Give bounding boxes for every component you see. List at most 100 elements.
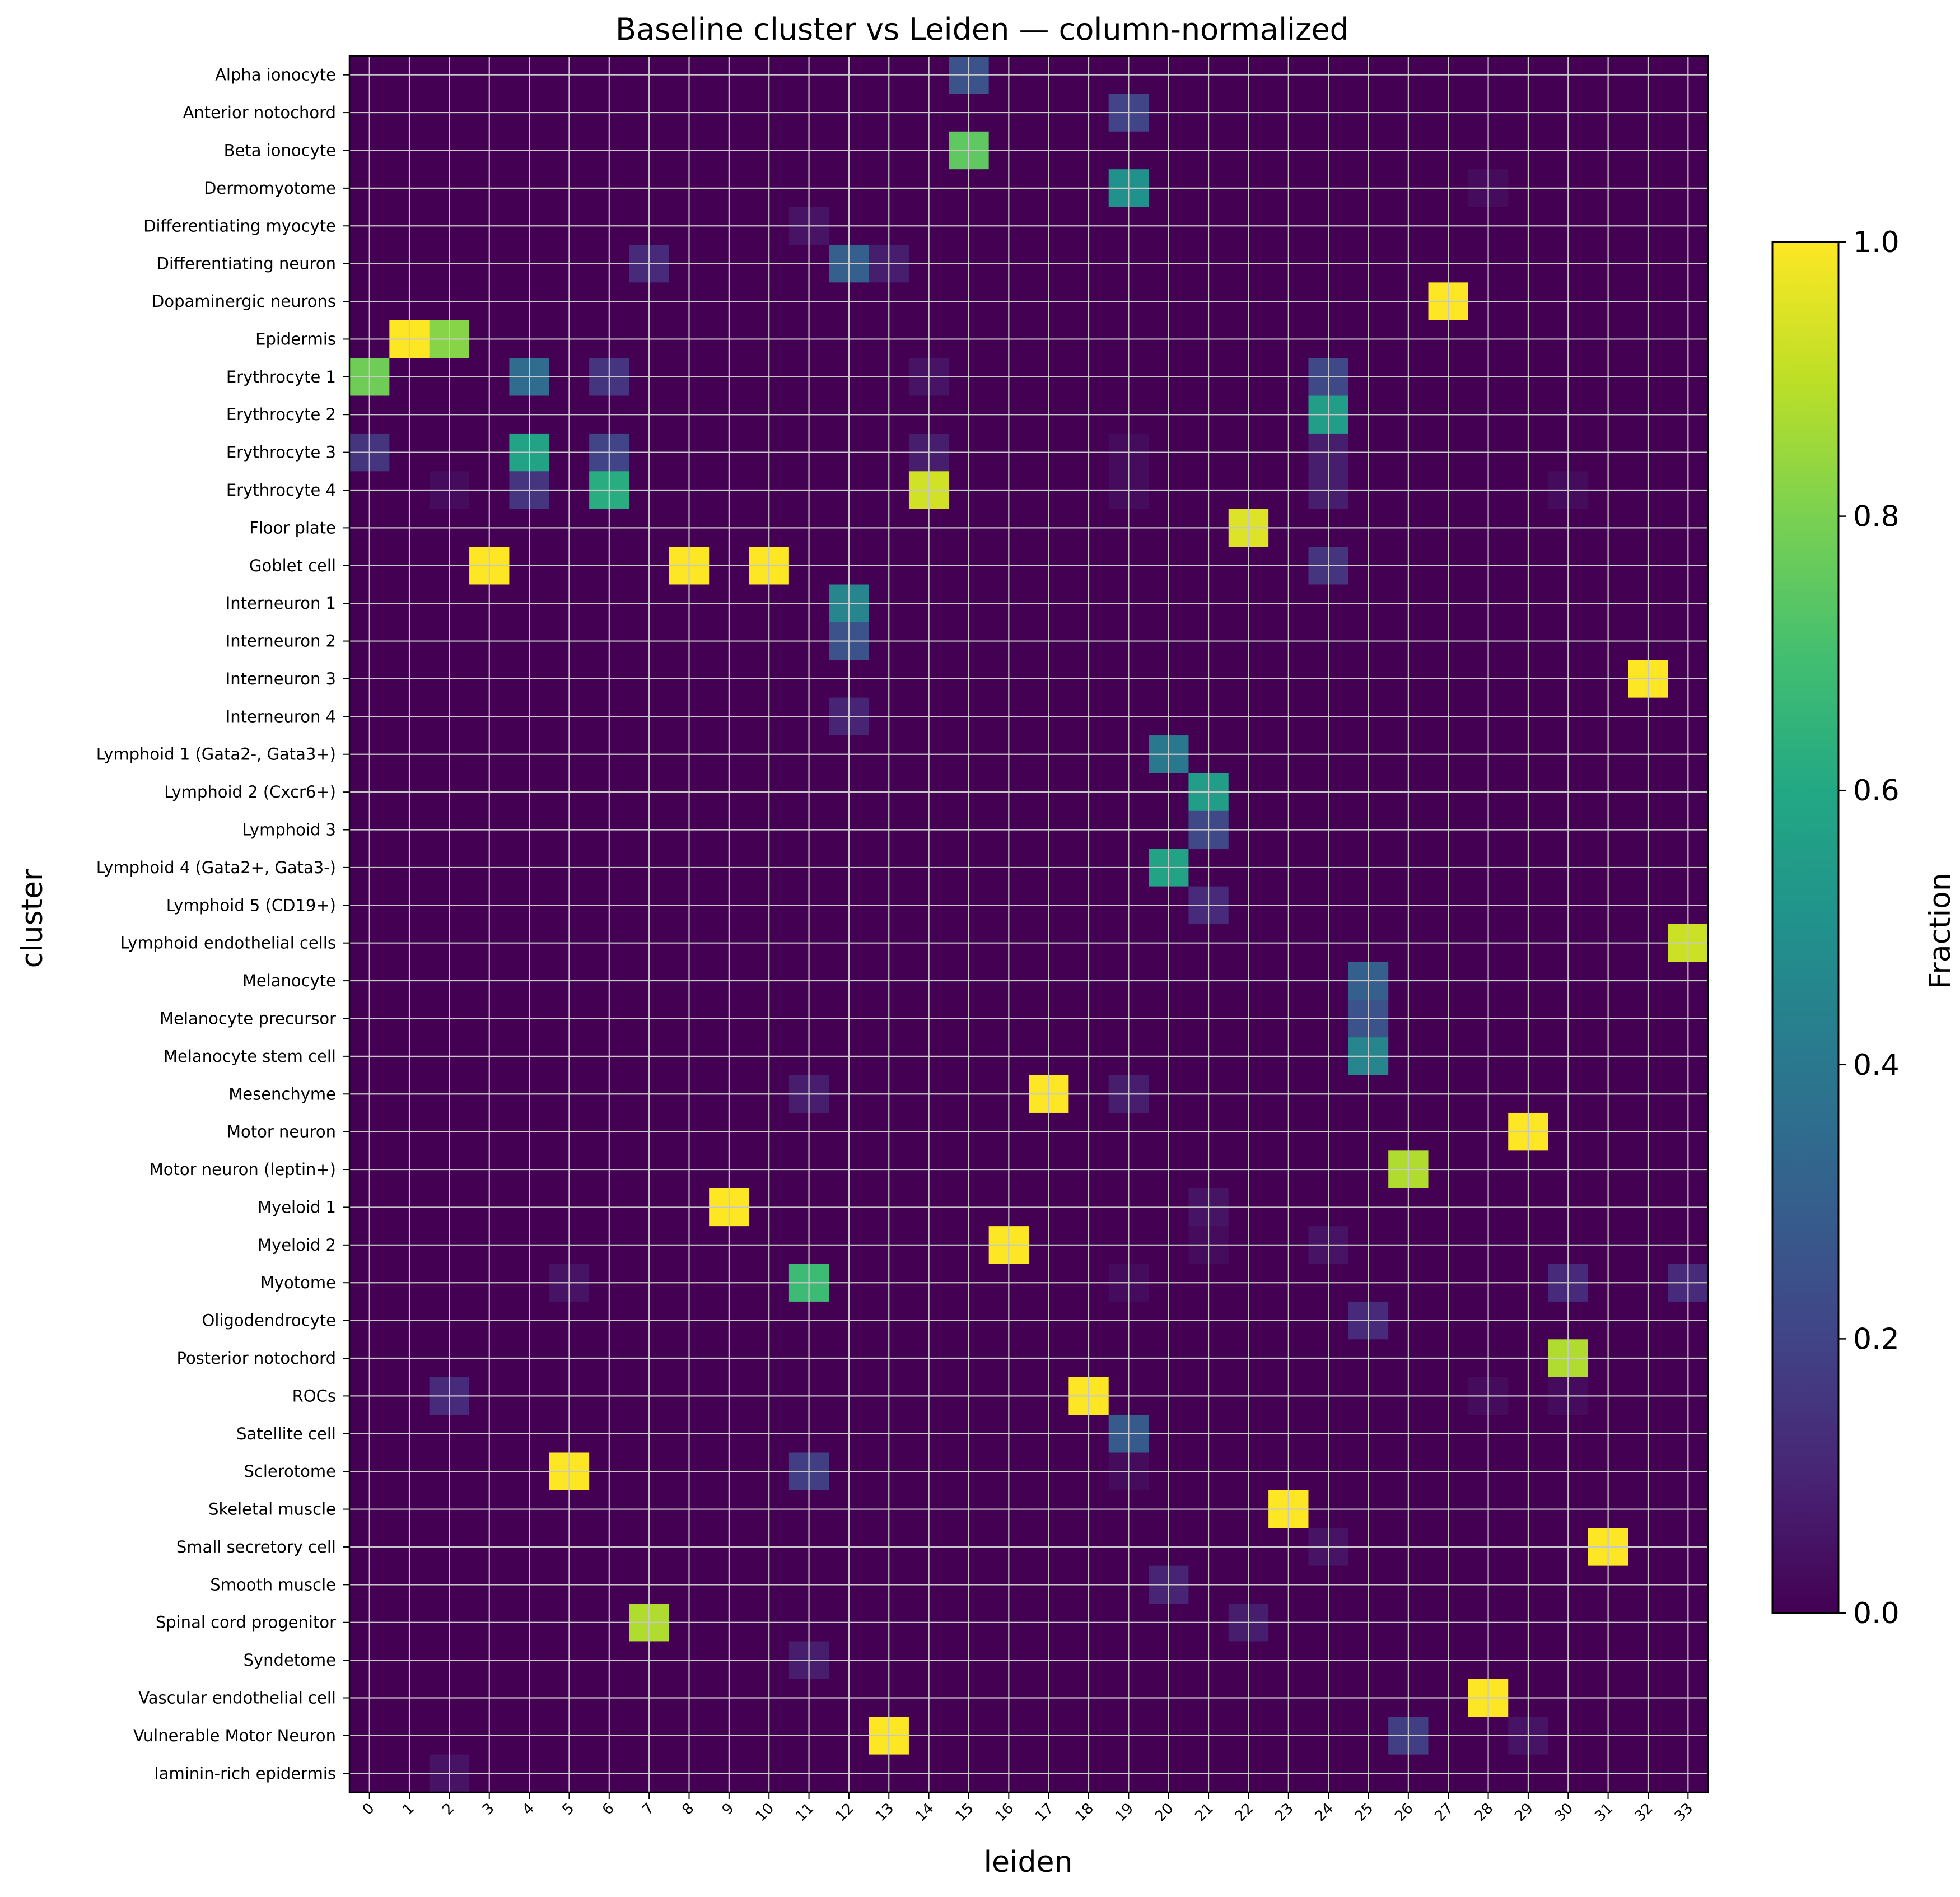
y-tick-label: Vascular endothelial cell (138, 1689, 336, 1708)
colorbar-tick-label: 0.2 (1853, 1322, 1900, 1356)
x-tick-label: 26 (1392, 1800, 1417, 1825)
y-tick-label: Floor plate (249, 518, 336, 537)
y-tick-label: Satellite cell (236, 1424, 336, 1443)
y-tick-label: Dermomyotome (204, 179, 336, 198)
x-tick-label: 19 (1112, 1800, 1137, 1825)
colorbar-frame (1771, 241, 1840, 1614)
x-tick-label: 30 (1552, 1800, 1577, 1825)
y-tick-label: ROCs (292, 1386, 336, 1405)
colorbar-gradient (1772, 242, 1838, 1613)
y-tick-label: Dopaminergic neurons (152, 292, 336, 311)
y-tick-label: Melanocyte stem cell (164, 1047, 336, 1066)
y-tick-label: Erythrocyte 1 (226, 367, 336, 386)
y-tick-label: Syndetome (244, 1651, 336, 1670)
heatmap-cells (349, 56, 1709, 1793)
x-tick-label: 4 (519, 1800, 538, 1819)
x-tick-label: 8 (679, 1800, 698, 1819)
y-tick-label: Vulnerable Motor Neuron (133, 1726, 336, 1745)
x-axis-label: leiden (984, 1845, 1073, 1879)
colorbar-tick-label: 1.0 (1853, 226, 1900, 259)
x-tick-label: 0 (360, 1800, 378, 1819)
x-tick-label: 5 (559, 1800, 577, 1819)
x-tick-label: 7 (639, 1800, 657, 1819)
y-tick-label: Myeloid 1 (258, 1197, 336, 1216)
y-tick-label: Erythrocyte 3 (226, 443, 336, 462)
y-tick-label: Erythrocyte 2 (226, 405, 336, 424)
y-axis-label: cluster (16, 869, 49, 968)
x-tick-label: 9 (719, 1800, 738, 1819)
y-tick-label: Motor neuron (leptin+) (150, 1160, 336, 1179)
y-tick-label: Interneuron 4 (226, 707, 336, 726)
x-tick-label: 21 (1192, 1800, 1217, 1825)
x-tick-label: 24 (1312, 1800, 1337, 1825)
x-tick-label: 13 (872, 1800, 898, 1825)
colorbar-tick-label: 0.6 (1853, 774, 1900, 808)
colorbar: 0.0 0.2 0.4 0.6 0.8 1.0 Fraction (1771, 226, 1957, 1630)
y-tick-label: Myotome (260, 1273, 336, 1292)
y-tick-label: Lymphoid 4 (Gata2+, Gata3-) (96, 858, 336, 877)
y-tick-label: Goblet cell (249, 556, 336, 575)
y-tick-label: Lymphoid 1 (Gata2-, Gata3+) (96, 745, 336, 764)
y-tick-label: Lymphoid endothelial cells (120, 934, 336, 953)
x-tick-label: 25 (1352, 1800, 1377, 1825)
y-tick-label: Oligodendrocyte (202, 1311, 336, 1330)
heatmap-grid (349, 56, 1708, 1792)
x-tick-label: 27 (1432, 1800, 1457, 1825)
y-tick-label: Interneuron 2 (226, 632, 336, 651)
y-tick-label: Motor neuron (227, 1122, 336, 1141)
x-axis-ticks: 0 1 2 3 4 5 6 7 8 9 10 11 12 13 14 15 16 17 18 19 20 21 22 23 24… (360, 1792, 1697, 1825)
x-tick-label: 31 (1592, 1800, 1617, 1825)
x-tick-label: 29 (1511, 1800, 1537, 1825)
y-tick-label: Sclerotome (244, 1462, 336, 1481)
y-tick-label: Lymphoid 2 (Cxcr6+) (164, 782, 336, 801)
y-tick-label: Epidermis (255, 329, 336, 348)
x-tick-label: 1 (399, 1800, 418, 1819)
y-tick-label: Mesenchyme (228, 1084, 336, 1103)
x-tick-label: 33 (1672, 1800, 1697, 1825)
x-tick-label: 15 (952, 1800, 977, 1825)
x-tick-label: 16 (992, 1800, 1018, 1825)
y-tick-label: Spinal cord progenitor (156, 1613, 336, 1632)
y-tick-label: Interneuron 3 (226, 669, 336, 688)
y-tick-label: Myeloid 2 (258, 1236, 336, 1255)
y-tick-label: Beta ionocyte (224, 141, 336, 160)
chart-title: Baseline cluster vs Leiden — column-norm… (615, 12, 1349, 47)
x-tick-label: 20 (1152, 1800, 1177, 1825)
y-tick-label: Differentiating myocyte (143, 216, 336, 235)
y-tick-label: Melanocyte precursor (160, 1009, 336, 1028)
x-tick-label: 3 (479, 1800, 498, 1819)
x-tick-label: 10 (753, 1800, 778, 1825)
y-tick-label: Interneuron 1 (226, 594, 336, 613)
y-tick-label: Skeletal muscle (208, 1500, 336, 1519)
y-tick-label: laminin-rich epidermis (155, 1764, 336, 1783)
colorbar-tick-label: 0.4 (1853, 1048, 1900, 1082)
y-tick-label: Lymphoid 3 (242, 821, 336, 840)
colorbar-tick-label: 0.8 (1853, 500, 1900, 534)
colorbar-tick-label: 0.0 (1853, 1597, 1900, 1630)
y-tick-label: Lymphoid 5 (CD19+) (166, 896, 336, 915)
y-tick-label: Melanocyte (242, 971, 336, 990)
y-tick-label: Differentiating neuron (157, 254, 336, 273)
y-tick-label: Erythrocyte 4 (226, 481, 336, 500)
colorbar-label: Fraction (1924, 873, 1957, 989)
x-tick-label: 32 (1631, 1800, 1656, 1825)
x-tick-label: 23 (1272, 1800, 1297, 1825)
colorbar-ticks: 0.0 0.2 0.4 0.6 0.8 1.0 (1838, 226, 1900, 1630)
x-tick-label: 12 (832, 1800, 857, 1825)
x-tick-label: 18 (1072, 1800, 1097, 1825)
x-tick-label: 22 (1232, 1800, 1257, 1825)
y-tick-label: Smooth muscle (210, 1575, 336, 1594)
x-tick-label: 17 (1032, 1800, 1057, 1825)
x-tick-label: 11 (792, 1800, 818, 1825)
y-tick-label: Anterior notochord (183, 103, 336, 122)
y-tick-label: Small secretory cell (176, 1537, 336, 1556)
plot-frame (348, 55, 1709, 1793)
x-tick-label: 28 (1472, 1800, 1497, 1825)
x-tick-label: 2 (439, 1800, 458, 1819)
x-tick-label: 6 (599, 1800, 618, 1819)
x-tick-label: 14 (912, 1800, 937, 1825)
y-tick-label: Alpha ionocyte (215, 66, 336, 85)
y-axis-ticks: Alpha ionocyte Anterior notochord Beta ion… (96, 66, 349, 1783)
